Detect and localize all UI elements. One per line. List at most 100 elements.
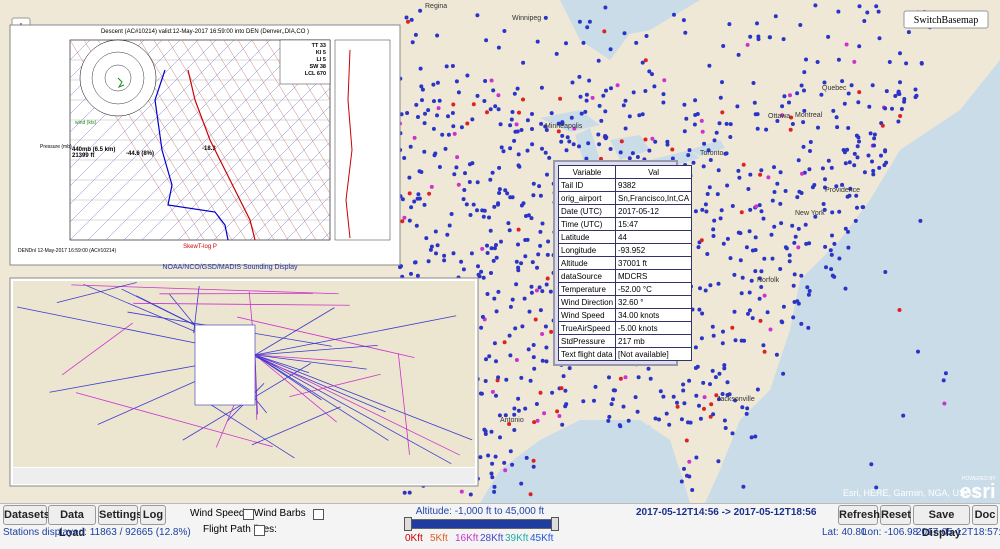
station-dot: [872, 143, 876, 148]
station-dot: [725, 183, 730, 188]
station-dot: [808, 149, 812, 153]
checkbox[interactable]: [254, 525, 265, 536]
station-dot: [714, 393, 719, 398]
index: LI 5: [317, 57, 326, 63]
station-dot: [519, 203, 524, 208]
station-dot: [449, 212, 454, 216]
station-dot: [652, 84, 657, 89]
slider-handle[interactable]: [404, 517, 412, 531]
station-dot: [730, 325, 735, 330]
toolbar-button[interactable]: Data Load: [48, 505, 96, 539]
station-dot: [735, 104, 740, 109]
station-dot: [529, 216, 534, 221]
station-dot: [705, 252, 710, 256]
station-dot: [753, 248, 758, 252]
station-dot: [800, 171, 804, 176]
station-dot: [646, 366, 651, 371]
value-cell: 37001 ft: [615, 256, 693, 270]
station-dot: [451, 251, 456, 256]
checkbox[interactable]: [313, 509, 324, 520]
station-dot: [702, 395, 707, 400]
station-dot: [804, 57, 808, 62]
basemap-label[interactable]: SwitchBasemap: [914, 15, 978, 26]
station-dot: [872, 132, 877, 137]
station-dot: [766, 175, 771, 180]
station-dot: [529, 284, 534, 289]
variable-cell: Wind Direction: [557, 295, 617, 309]
place-label: New York: [795, 210, 825, 217]
place-label: Minneapolis: [545, 123, 583, 130]
toolbar-button[interactable]: Datasets: [3, 505, 50, 525]
toolbar-button[interactable]: Refresh: [838, 505, 880, 525]
station-dot: [516, 242, 520, 247]
station-dot: [714, 130, 719, 135]
station-dot: [703, 288, 708, 293]
station-dot: [711, 234, 716, 238]
station-dot: [699, 336, 704, 341]
toolbar-button[interactable]: Save Display: [913, 505, 970, 539]
station-dot: [623, 98, 628, 103]
station-dot: [538, 308, 543, 313]
station-dot: [893, 94, 898, 98]
station-dot: [720, 110, 725, 115]
station-dot: [550, 390, 555, 395]
station-dot: [852, 59, 857, 64]
station-dot: [738, 258, 743, 263]
station-dot: [496, 289, 501, 294]
station-dot: [821, 202, 826, 206]
station-dot: [871, 172, 876, 177]
station-dot: [846, 229, 850, 234]
variable-cell: Longitude: [557, 243, 617, 257]
station-dot: [630, 151, 635, 156]
station-dot: [876, 9, 881, 14]
station-dot: [531, 343, 536, 347]
station-dot: [819, 92, 824, 97]
checkbox[interactable]: [243, 509, 254, 520]
station-dot: [764, 127, 769, 132]
basemap-button[interactable]: [903, 10, 989, 29]
altitude-slider[interactable]: [408, 519, 556, 529]
toolbar: Datasets Data Load Settings Log Wind Speed W…: [0, 503, 1000, 549]
station-dot: [415, 196, 420, 201]
toolbar-button[interactable]: Doc: [972, 505, 998, 525]
station-dot: [913, 87, 918, 92]
station-dot: [684, 438, 689, 443]
station-dot: [498, 122, 503, 127]
station-dot: [490, 475, 495, 480]
flight-path: [254, 354, 337, 423]
station-dot: [835, 125, 840, 130]
station-dot: [507, 333, 512, 338]
station-dot: [599, 156, 603, 161]
station-dot: [757, 276, 762, 281]
station-dot: [694, 455, 699, 460]
station-dot: [740, 405, 745, 410]
station-dot: [486, 453, 491, 458]
place-label: Montreal: [795, 112, 823, 119]
station-dot: [813, 214, 818, 219]
station-dot: [679, 479, 684, 484]
station-dot: [427, 191, 432, 196]
station-dot: [476, 272, 481, 277]
station-dot: [803, 222, 808, 227]
station-dot: [537, 184, 542, 189]
station-dot: [793, 234, 798, 239]
flight-path: [237, 316, 415, 358]
toolbar-button[interactable]: Log: [140, 505, 166, 525]
station-dot: [701, 164, 706, 169]
variable-cell: Text flight data: [557, 347, 617, 361]
station-dot: [480, 208, 485, 213]
toolbar-button[interactable]: Settings: [98, 505, 142, 525]
station-dot: [724, 151, 729, 156]
station-dot: [516, 227, 521, 232]
station-dot: [904, 61, 909, 66]
table-row: TrueAirSpeed -5.00 knots: [557, 321, 693, 335]
station-dot: [485, 251, 490, 255]
station-dot: [887, 60, 892, 64]
flight-path: [289, 373, 381, 398]
slider-handle[interactable]: [551, 517, 559, 531]
station-dot: [834, 184, 839, 189]
station-dot: [465, 73, 470, 78]
toolbar-button[interactable]: Reset: [880, 505, 911, 525]
station-dot: [697, 403, 701, 408]
station-dot: [877, 36, 882, 41]
